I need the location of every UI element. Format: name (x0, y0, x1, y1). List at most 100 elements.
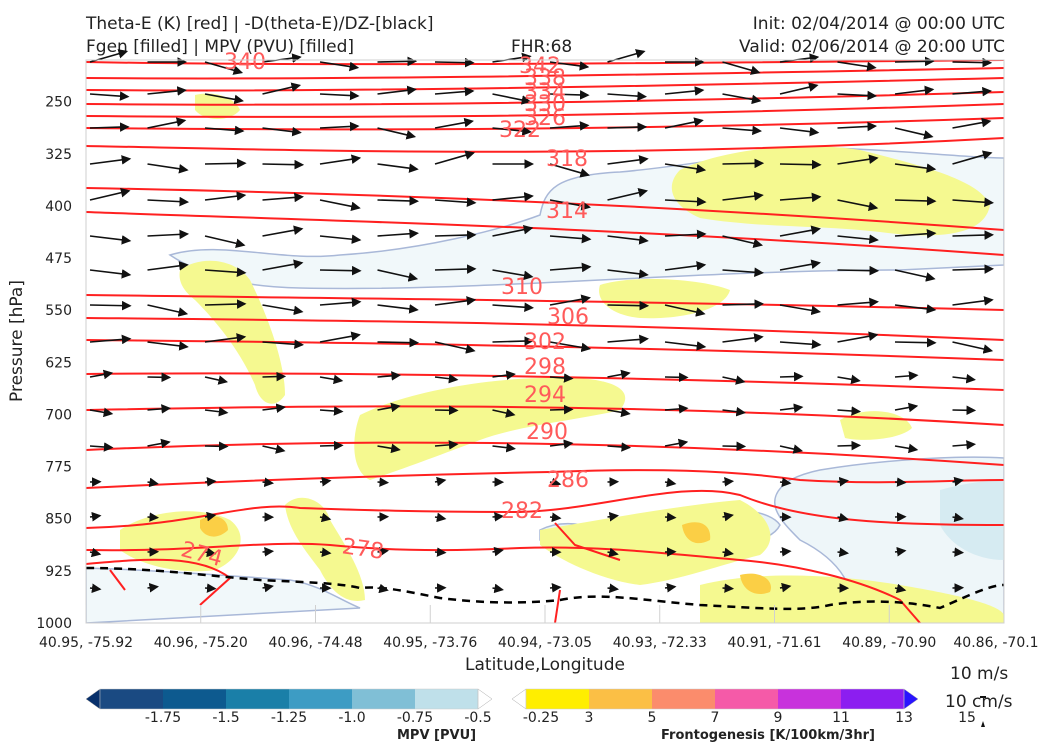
wind-vector (664, 582, 677, 593)
wind-vector (319, 374, 344, 385)
y-tick-label: 700 (45, 407, 72, 423)
wind-vector (89, 122, 130, 132)
wind-vector (147, 304, 189, 317)
colorbar-segment (226, 689, 290, 709)
colorbar-tick-label: -1.75 (145, 710, 181, 726)
wind-vector (894, 85, 935, 96)
wind-vector (262, 371, 287, 382)
colorbar-tick-label: 7 (711, 710, 720, 726)
wind-vector (722, 235, 764, 248)
wind-vector (722, 333, 764, 343)
wind-vector (664, 512, 677, 522)
reference-vector-horizontal: 10 m/s (950, 664, 1009, 684)
colorbar-segment (841, 689, 905, 709)
wind-vector (549, 373, 574, 383)
wind-vector (894, 546, 907, 557)
wind-vector (434, 296, 477, 306)
wind-vector (664, 196, 707, 207)
wind-vector (664, 404, 689, 414)
y-tick-label: 775 (45, 460, 72, 476)
wind-vector (607, 511, 620, 522)
wind-vector (952, 230, 995, 240)
wind-vector (262, 582, 274, 593)
wind-vector (952, 547, 965, 557)
wind-vector (319, 154, 362, 165)
wind-vector (779, 126, 820, 137)
wind-vector (204, 125, 245, 136)
wind-vector (837, 406, 862, 416)
wind-vector (204, 93, 244, 105)
wind-vector (319, 265, 362, 276)
wind-vector (89, 334, 132, 345)
wind-vector (837, 374, 861, 385)
theta-e-label: 302 (524, 330, 566, 355)
colorbar-tick-label: -1.0 (338, 710, 365, 726)
colorbar-segment (652, 689, 716, 709)
wind-vector (204, 191, 247, 201)
wind-vector (722, 191, 764, 201)
theta-e-label: 318 (546, 147, 588, 172)
theta-e-label: 334 (524, 80, 566, 105)
wind-vector (894, 228, 937, 239)
colorbar-outline (99, 688, 479, 710)
wind-vector (262, 403, 286, 413)
colorbar-tick-label: 5 (648, 710, 657, 726)
colorbar-extend-right (903, 688, 919, 710)
wind-vector (549, 233, 592, 244)
wind-vector (377, 546, 390, 557)
wind-vector (952, 296, 994, 306)
wind-vector (377, 371, 402, 381)
wind-vector (377, 228, 419, 239)
colorbar-segment (100, 689, 164, 709)
fgen-region-10 (700, 575, 1004, 623)
mpv-colorbar (85, 688, 493, 710)
wind-vector (894, 402, 919, 413)
wind-vector (204, 333, 247, 343)
wind-vector (89, 511, 102, 522)
y-tick-label: 850 (45, 512, 72, 528)
wind-vector (204, 61, 244, 75)
colorbar-tick-label: 3 (585, 710, 594, 726)
wind-vector (434, 440, 459, 450)
wind-vector (664, 229, 707, 240)
wind-vector (434, 57, 475, 68)
theta-e-label: 282 (501, 499, 543, 524)
fgen-colorbar (511, 688, 919, 710)
wind-vector (607, 269, 649, 279)
wind-vector (492, 546, 504, 557)
y-tick-label: 325 (45, 147, 72, 163)
wind-vector (607, 155, 649, 165)
wind-vector (779, 304, 822, 316)
colorbar-extend-right (477, 688, 493, 710)
wind-vector (147, 86, 187, 96)
wind-vector (722, 93, 762, 105)
wind-vector (434, 150, 475, 165)
wind-vector (319, 90, 360, 101)
wind-vector (204, 375, 229, 385)
wind-vector (147, 438, 171, 449)
theta-e-label: 322 (499, 118, 541, 143)
x-axis-label: Latitude,Longitude (465, 655, 625, 675)
wind-vector (262, 304, 304, 316)
fgen-colorbar-ticks: 3 5 7 9 11 13 15 (585, 710, 976, 726)
wind-vector (779, 582, 792, 593)
wind-vector (952, 86, 992, 97)
colorbar-tick-label: 13 (895, 710, 913, 726)
wind-vector (204, 158, 247, 169)
wind-vector (549, 199, 591, 211)
wind-vector (779, 547, 792, 557)
wind-vector (492, 126, 532, 136)
wind-vector (722, 547, 734, 558)
wind-vector (894, 337, 937, 348)
wind-vector (607, 407, 631, 418)
wind-vector (434, 476, 447, 487)
wind-vector (779, 371, 804, 382)
wind-vector (549, 121, 590, 131)
wind-vector (204, 477, 217, 487)
wind-vector (377, 337, 420, 348)
forecast-hour: FHR:68 (511, 37, 573, 57)
wind-vector (434, 373, 459, 384)
wind-vector (664, 438, 689, 449)
wind-vector (377, 196, 420, 206)
wind-vector (377, 304, 419, 314)
